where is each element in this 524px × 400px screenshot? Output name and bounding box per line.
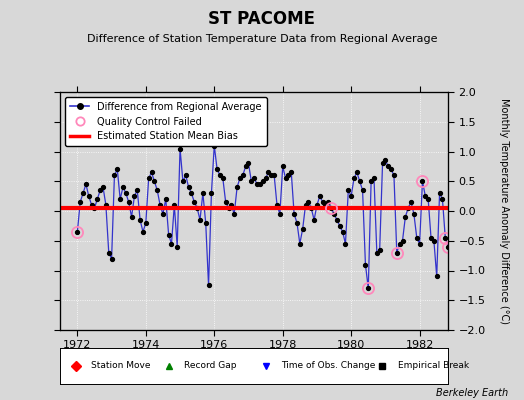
Text: Difference of Station Temperature Data from Regional Average: Difference of Station Temperature Data f… xyxy=(87,34,437,44)
Text: ST PACOME: ST PACOME xyxy=(209,10,315,28)
Y-axis label: Monthly Temperature Anomaly Difference (°C): Monthly Temperature Anomaly Difference (… xyxy=(499,98,509,324)
Text: Berkeley Earth: Berkeley Earth xyxy=(436,388,508,398)
Text: Time of Obs. Change: Time of Obs. Change xyxy=(281,362,376,370)
Legend: Difference from Regional Average, Quality Control Failed, Estimated Station Mean: Difference from Regional Average, Qualit… xyxy=(65,97,267,146)
Text: Record Gap: Record Gap xyxy=(184,362,237,370)
Text: Empirical Break: Empirical Break xyxy=(398,362,469,370)
Text: Station Move: Station Move xyxy=(91,362,151,370)
